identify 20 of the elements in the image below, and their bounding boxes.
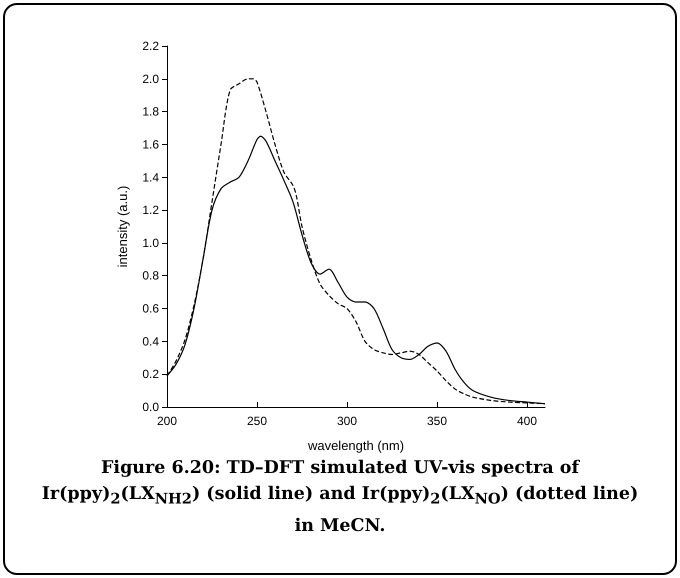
y-tick-label: 1.6 [142,137,160,152]
y-tick-label: 1.4 [142,170,160,184]
y-tick-label: 1.2 [142,203,160,218]
y-tick-label: 2.0 [142,72,160,86]
y-tick-label: 0.0 [142,400,160,414]
y-tick-label: 0.8 [142,268,160,283]
y-tick-label: 0.4 [142,334,160,348]
y-tick-label: 1.0 [142,236,160,250]
y-tick-label: 0.6 [142,302,160,316]
x-tick-label: 350 [426,414,448,428]
y-axis-title: intensity (a.u.) [115,186,130,268]
x-tick-label: 200 [156,414,178,428]
chart-title: Figure 6.20: TD–DFT simulated UV-vis spectra of Ir(ppy)$_{2}$(LX$_{NH2}$) (solid line) and Ir(ppy)$_{2}$(LX$_{NO}$) (dotted line) in MeCN. [42,458,638,536]
x-axis-title: wavelength (nm) [306,438,404,453]
y-tick-label: 1.8 [142,104,160,119]
y-tick-label: 2.2 [142,39,160,53]
x-tick-label: 400 [516,414,538,428]
y-tick-label: 0.2 [142,367,160,382]
x-tick-label: 300 [336,414,358,428]
x-tick-label: 250 [246,414,268,428]
